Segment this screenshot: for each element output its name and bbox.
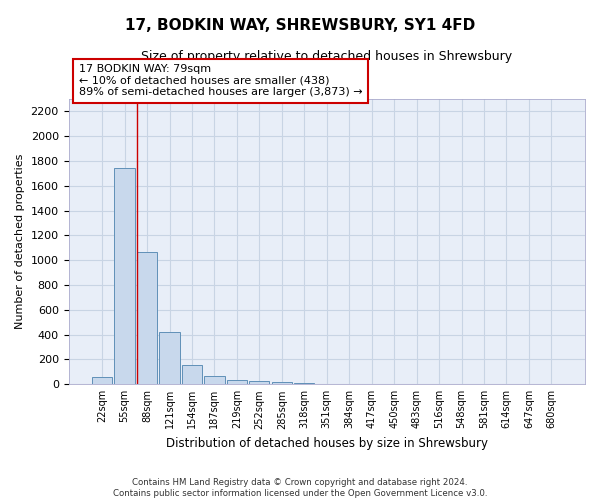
Text: 17 BODKIN WAY: 79sqm
← 10% of detached houses are smaller (438)
89% of semi-deta: 17 BODKIN WAY: 79sqm ← 10% of detached h… [79,64,362,98]
Text: 17, BODKIN WAY, SHREWSBURY, SY1 4FD: 17, BODKIN WAY, SHREWSBURY, SY1 4FD [125,18,475,32]
X-axis label: Distribution of detached houses by size in Shrewsbury: Distribution of detached houses by size … [166,437,488,450]
Y-axis label: Number of detached properties: Number of detached properties [15,154,25,330]
Bar [249,381,269,384]
Bar [182,365,202,384]
Bar [115,168,134,384]
Text: Contains HM Land Registry data © Crown copyright and database right 2024.
Contai: Contains HM Land Registry data © Crown c… [113,478,487,498]
Bar [137,252,157,384]
Title: Size of property relative to detached houses in Shrewsbury: Size of property relative to detached ho… [141,50,512,63]
Bar [227,380,247,384]
Bar [272,382,292,384]
Bar [160,332,179,384]
Bar [205,376,224,384]
Bar [92,378,112,384]
Bar [294,383,314,384]
